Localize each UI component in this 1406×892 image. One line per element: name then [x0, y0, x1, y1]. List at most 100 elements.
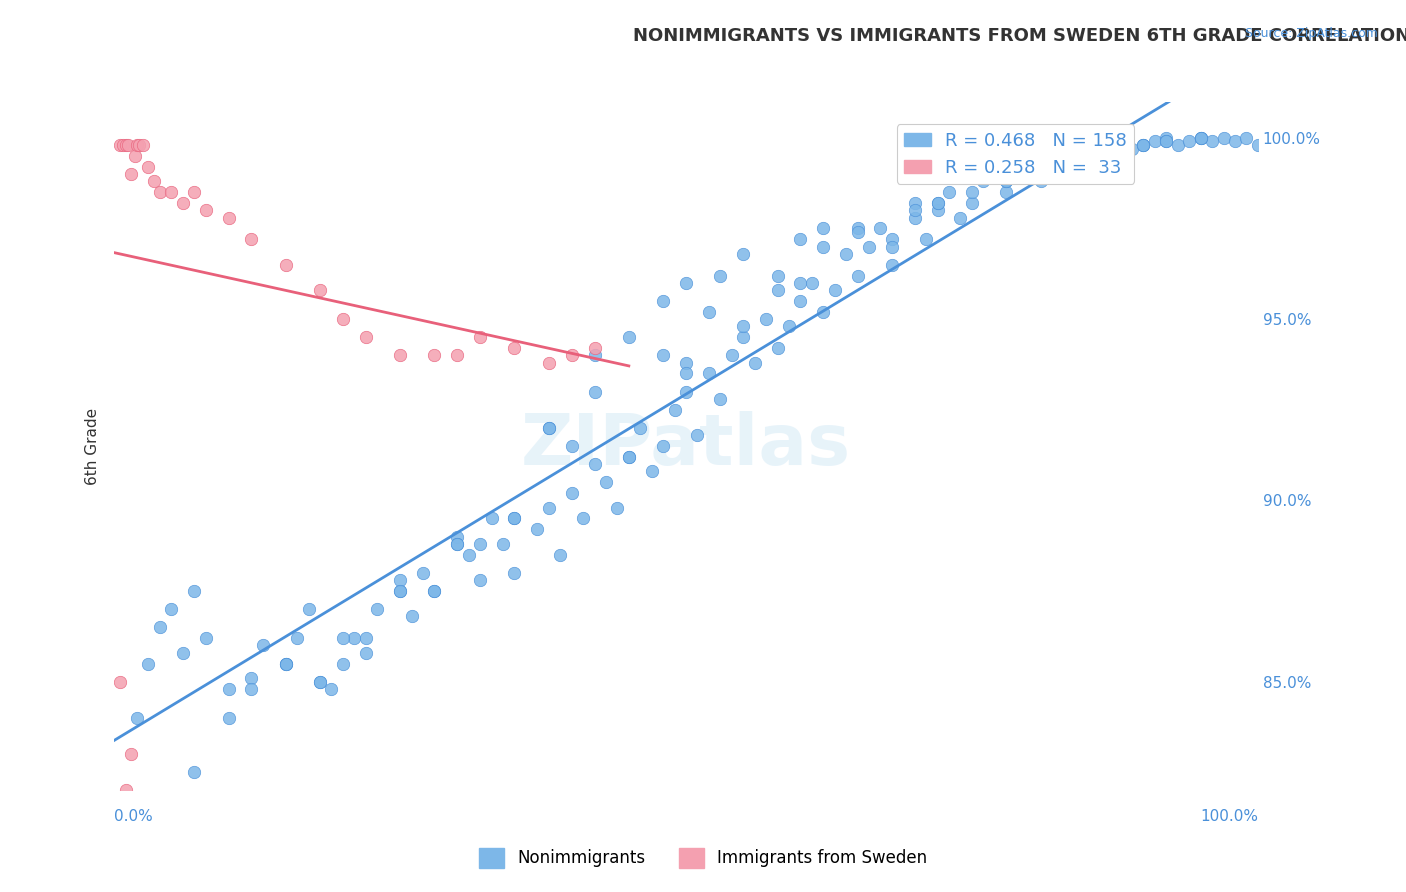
Point [766, 268, 789, 283]
Point [117, 138, 139, 153]
Point [1029, 174, 1052, 188]
Point [1247, 138, 1270, 153]
Point [354, 646, 377, 660]
Legend: Nonimmigrants, Immigrants from Sweden: Nonimmigrants, Immigrants from Sweden [472, 841, 934, 875]
Point [995, 174, 1018, 188]
Point [389, 348, 412, 362]
Point [537, 500, 560, 515]
Point [481, 511, 503, 525]
Point [1178, 135, 1201, 149]
Point [1018, 156, 1040, 170]
Point [297, 602, 319, 616]
Point [160, 185, 183, 199]
Point [583, 341, 606, 355]
Point [1189, 130, 1212, 145]
Point [813, 239, 835, 253]
Point [1234, 130, 1257, 145]
Point [1109, 138, 1132, 153]
Point [675, 384, 697, 399]
Point [733, 319, 755, 334]
Point [1063, 138, 1085, 153]
Point [835, 247, 858, 261]
Point [733, 330, 755, 344]
Point [366, 602, 388, 616]
Point [583, 457, 606, 471]
Point [846, 268, 869, 283]
Point [1189, 130, 1212, 145]
Point [858, 239, 880, 253]
Point [561, 486, 583, 500]
Point [423, 348, 446, 362]
Point [697, 305, 720, 319]
Point [108, 138, 131, 153]
Point [904, 211, 927, 225]
Point [537, 355, 560, 369]
Point [1156, 135, 1178, 149]
Point [880, 232, 903, 246]
Point [274, 258, 297, 272]
Point [143, 174, 166, 188]
Point [697, 367, 720, 381]
Point [1040, 167, 1063, 181]
Text: Source: ZipAtlas.com: Source: ZipAtlas.com [1244, 27, 1378, 40]
Point [972, 174, 994, 188]
Point [709, 392, 731, 406]
Point [274, 657, 297, 671]
Point [526, 522, 548, 536]
Point [949, 211, 972, 225]
Point [904, 203, 927, 218]
Point [309, 674, 332, 689]
Point [778, 319, 800, 334]
Point [252, 639, 274, 653]
Point [1212, 130, 1234, 145]
Point [401, 609, 423, 624]
Point [995, 174, 1018, 188]
Point [274, 657, 297, 671]
Point [1052, 145, 1074, 160]
Point [321, 681, 343, 696]
Point [789, 232, 811, 246]
Point [423, 584, 446, 599]
Point [617, 450, 640, 464]
Point [446, 537, 468, 551]
Point [755, 312, 778, 326]
Point [537, 421, 560, 435]
Point [120, 167, 142, 181]
Point [183, 185, 205, 199]
Point [583, 384, 606, 399]
Point [583, 348, 606, 362]
Point [124, 149, 146, 163]
Point [960, 185, 983, 199]
Point [470, 573, 492, 587]
Point [606, 500, 628, 515]
Point [309, 283, 332, 297]
Point [446, 537, 468, 551]
Point [652, 293, 675, 308]
Point [1018, 160, 1040, 174]
Point [149, 185, 172, 199]
Point [846, 225, 869, 239]
Point [915, 232, 938, 246]
Point [1109, 135, 1132, 149]
Point [332, 312, 354, 326]
Point [880, 239, 903, 253]
Point [492, 537, 515, 551]
Point [1018, 149, 1040, 163]
Point [1040, 160, 1063, 174]
Point [389, 584, 412, 599]
Point [686, 428, 709, 442]
Point [423, 584, 446, 599]
Point [675, 276, 697, 290]
Point [904, 196, 927, 211]
Point [108, 674, 131, 689]
Point [789, 293, 811, 308]
Point [938, 185, 960, 199]
Point [240, 681, 263, 696]
Point [183, 584, 205, 599]
Point [1098, 138, 1121, 153]
Point [128, 138, 150, 153]
Point [927, 196, 949, 211]
Point [927, 203, 949, 218]
Text: 0.0%: 0.0% [114, 808, 153, 823]
Point [503, 511, 526, 525]
